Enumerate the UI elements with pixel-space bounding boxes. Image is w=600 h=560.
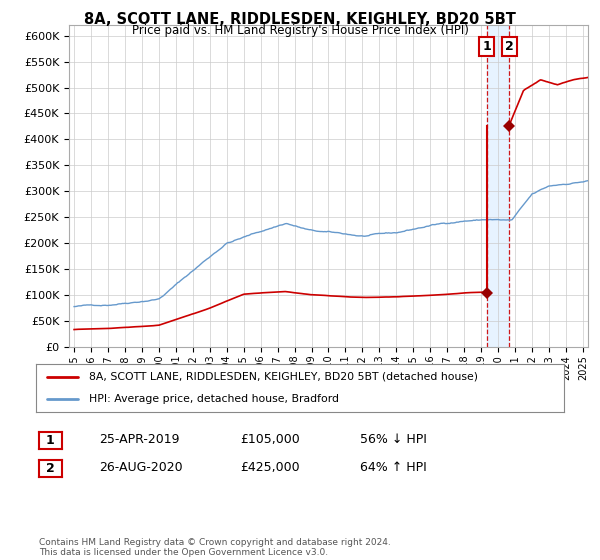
Text: 25-APR-2019: 25-APR-2019 <box>99 433 179 446</box>
Text: Price paid vs. HM Land Registry's House Price Index (HPI): Price paid vs. HM Land Registry's House … <box>131 24 469 36</box>
Bar <box>487 25 509 347</box>
Text: 1: 1 <box>46 433 55 447</box>
Text: £105,000: £105,000 <box>240 433 300 446</box>
Text: 2: 2 <box>505 40 514 53</box>
Text: 64% ↑ HPI: 64% ↑ HPI <box>360 461 427 474</box>
Text: £425,000: £425,000 <box>240 461 299 474</box>
Text: 56% ↓ HPI: 56% ↓ HPI <box>360 433 427 446</box>
Text: Contains HM Land Registry data © Crown copyright and database right 2024.
This d: Contains HM Land Registry data © Crown c… <box>39 538 391 557</box>
Text: 8A, SCOTT LANE, RIDDLESDEN, KEIGHLEY, BD20 5BT (detached house): 8A, SCOTT LANE, RIDDLESDEN, KEIGHLEY, BD… <box>89 372 478 382</box>
Text: 1: 1 <box>482 40 491 53</box>
Text: 8A, SCOTT LANE, RIDDLESDEN, KEIGHLEY, BD20 5BT: 8A, SCOTT LANE, RIDDLESDEN, KEIGHLEY, BD… <box>84 12 516 27</box>
Text: 26-AUG-2020: 26-AUG-2020 <box>99 461 182 474</box>
Text: 2: 2 <box>46 461 55 475</box>
Text: HPI: Average price, detached house, Bradford: HPI: Average price, detached house, Brad… <box>89 394 339 404</box>
